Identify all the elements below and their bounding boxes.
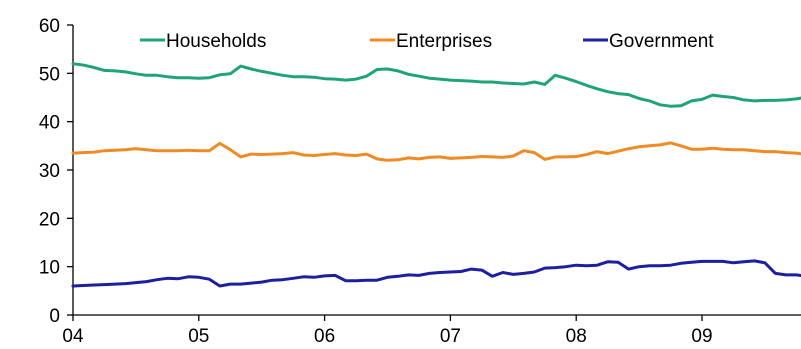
x-tick-label: 06 [314, 326, 335, 347]
legend-label-enterprises: Enterprises [396, 31, 492, 52]
x-tick-label: 08 [566, 326, 587, 347]
y-tick-label: 10 [39, 258, 60, 279]
x-tick-label: 07 [440, 326, 461, 347]
legend: Households Enterprises Government [140, 31, 714, 52]
legend-label-households: Households [166, 31, 266, 52]
y-tick-label: 30 [39, 161, 60, 182]
legend-label-government: Government [609, 31, 714, 52]
y-tick-label: 40 [39, 113, 60, 134]
series-line-government [71, 259, 801, 288]
x-axis: 04 05 06 07 08 09 [62, 314, 801, 347]
y-tick-label: 60 [39, 16, 60, 37]
series-group [71, 62, 801, 288]
series-line-enterprises [71, 141, 801, 162]
series-line-households [71, 62, 801, 108]
y-tick-label: 50 [39, 64, 60, 85]
x-tick-label: 05 [188, 326, 209, 347]
y-tick-label: 20 [39, 209, 60, 230]
x-tick-label: 09 [691, 326, 712, 347]
y-tick-label: 0 [49, 306, 60, 327]
x-tick-label: 04 [62, 326, 84, 347]
y-axis: 0 10 20 30 40 50 60 [39, 16, 74, 327]
